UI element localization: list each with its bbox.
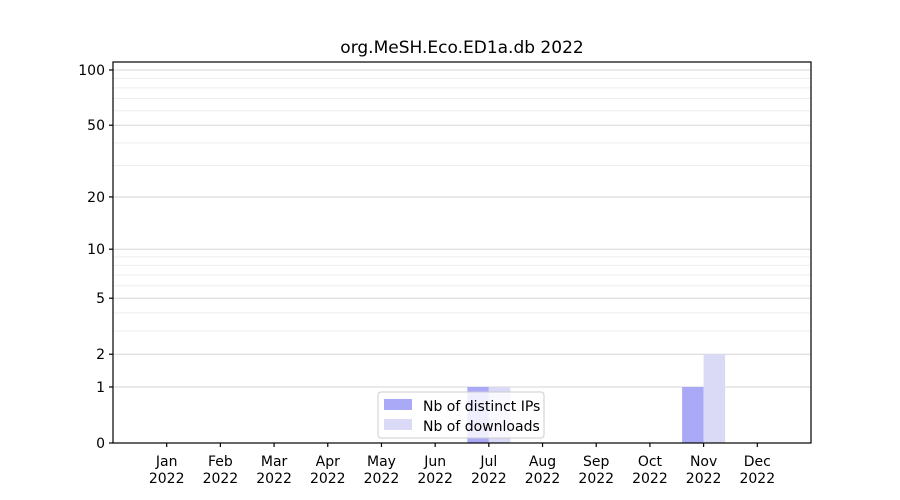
- legend-box: [377, 391, 545, 439]
- plot-border: [112, 61, 812, 444]
- y-tick-label-100: 100: [78, 63, 105, 79]
- y-tick-label-10: 10: [87, 242, 105, 258]
- gridlines-major: [113, 69, 811, 388]
- legend-swatch-downloads-icon: [384, 419, 412, 430]
- y-tick-label-1: 1: [96, 380, 105, 396]
- x-tick-label-feb: Feb 2022: [203, 454, 239, 487]
- y-axis: 0 1 2 5 10 20 50 100: [78, 63, 113, 452]
- x-tick-label-apr: Apr 2022: [310, 454, 346, 487]
- legend-label-distinct-ips: Nb of distinct IPs: [423, 399, 540, 415]
- x-tick-label-mar: Mar 2022: [256, 454, 292, 487]
- y-tick-label-5: 5: [96, 291, 105, 307]
- y-tick-label-0: 0: [96, 436, 105, 452]
- y-tick-label-50: 50: [87, 118, 105, 134]
- x-tick-label-aug: Aug 2022: [525, 454, 561, 487]
- y-tick-label-20: 20: [87, 190, 105, 206]
- bar-nov-distinct-ips: [682, 386, 704, 443]
- legend-swatch-distinct-ips-icon: [384, 399, 412, 410]
- x-tick-label-dec: Dec 2022: [739, 454, 775, 487]
- x-axis: Jan 2022 Feb 2022 Mar 2022 Apr 2022 May 2022 Jun 20…: [149, 443, 775, 487]
- legend-label-downloads: Nb of downloads: [423, 419, 540, 435]
- x-tick-label-jan: Jan 2022: [149, 454, 185, 487]
- chart-title: org.MeSH.Eco.ED1a.db 2022: [340, 38, 583, 58]
- gridlines-minor: [113, 77, 811, 332]
- x-tick-label-sep: Sep 2022: [578, 454, 614, 487]
- y-tick-label-2: 2: [96, 347, 105, 363]
- legend: Nb of distinct IPs Nb of downloads: [377, 391, 545, 439]
- x-tick-label-jun: Jun 2022: [417, 454, 453, 487]
- x-tick-label-may: May 2022: [364, 454, 400, 487]
- x-tick-label-nov: Nov 2022: [686, 454, 722, 487]
- x-tick-label-oct: Oct 2022: [632, 454, 668, 487]
- bar-nov-downloads: [703, 354, 726, 443]
- x-tick-label-jul: Jul 2022: [471, 454, 507, 487]
